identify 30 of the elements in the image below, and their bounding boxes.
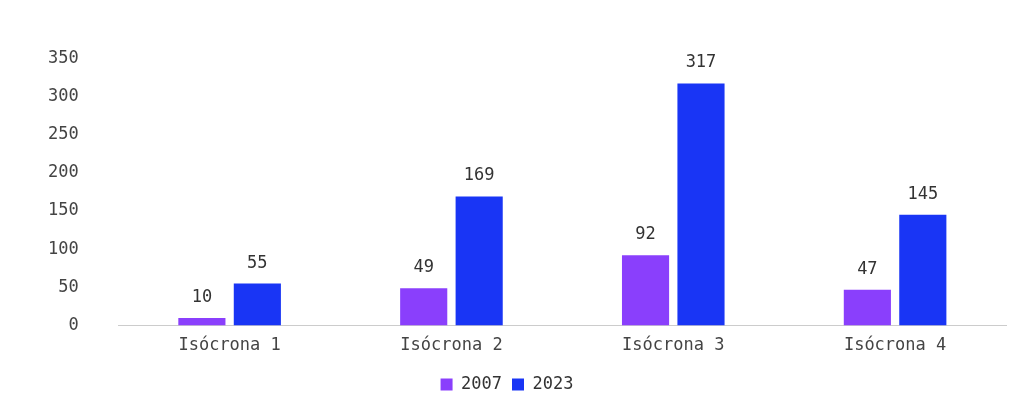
data-label: 10 bbox=[191, 285, 213, 306]
data-label: 169 bbox=[463, 164, 495, 185]
x-tick-label: Isócrona 3 bbox=[622, 334, 725, 355]
bar bbox=[899, 214, 947, 326]
y-tick-label: 0 bbox=[68, 314, 79, 335]
x-tick-label: Isócrona 1 bbox=[178, 334, 281, 355]
y-tick-label: 350 bbox=[47, 46, 79, 67]
y-tick-label: 200 bbox=[47, 161, 79, 182]
bar bbox=[843, 289, 891, 326]
y-tick-label: 50 bbox=[58, 275, 79, 296]
bar bbox=[400, 288, 448, 326]
y-tick-label: 100 bbox=[47, 237, 79, 258]
data-label: 47 bbox=[857, 257, 878, 278]
bar bbox=[233, 283, 281, 326]
data-label: 145 bbox=[907, 182, 939, 203]
bar bbox=[455, 196, 503, 326]
legend-label: 2007 bbox=[461, 372, 503, 393]
bar bbox=[677, 83, 725, 326]
bar bbox=[621, 255, 670, 326]
x-tick-label: Isócrona 4 bbox=[843, 334, 947, 355]
x-tick-label: Isócrona 2 bbox=[400, 334, 503, 355]
legend-label: 2023 bbox=[532, 372, 574, 393]
data-label: 49 bbox=[413, 256, 434, 277]
y-tick-label: 150 bbox=[47, 199, 79, 220]
data-label: 317 bbox=[685, 51, 717, 72]
data-label: 92 bbox=[635, 223, 656, 244]
bar bbox=[178, 317, 226, 326]
y-tick-label: 300 bbox=[47, 84, 79, 105]
data-label: 55 bbox=[247, 251, 268, 272]
y-tick-label: 250 bbox=[47, 123, 79, 144]
